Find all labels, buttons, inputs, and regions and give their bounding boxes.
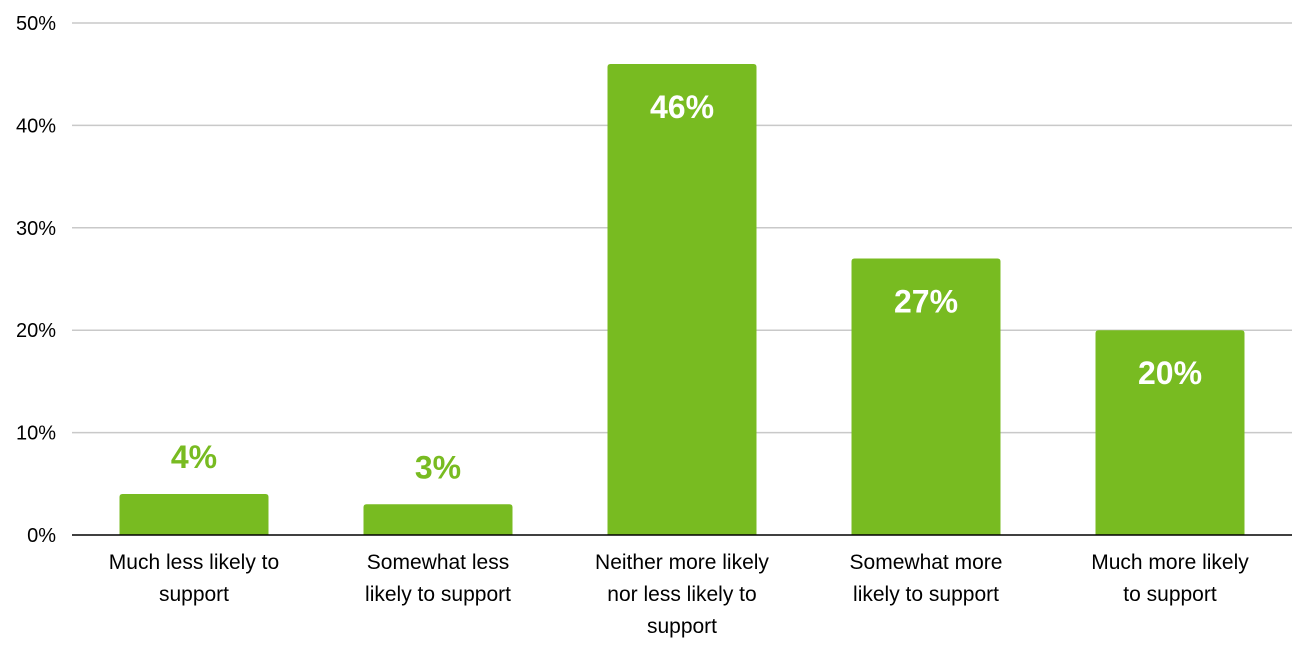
bar	[1095, 330, 1245, 535]
y-axis: 0% 10% 20% 30% 40% 50%	[16, 13, 56, 547]
data-label: 46%	[650, 89, 714, 125]
data-label: 20%	[1138, 355, 1202, 391]
y-tick-label: 10%	[16, 423, 56, 445]
x-tick-label-line: to support	[1123, 583, 1217, 606]
x-tick-label-line: likely to support	[365, 583, 511, 606]
x-tick-label: Neither more likely nor less likely to sup…	[595, 551, 769, 638]
data-label: 3%	[415, 449, 461, 485]
x-tick-label-line: Much less likely to	[109, 551, 279, 574]
bar	[119, 494, 269, 535]
x-axis: Much less likely to support Somewhat less l…	[109, 551, 1249, 638]
data-labels: 4% 3% 46% 27% 20%	[171, 89, 1202, 485]
x-tick-label: Much more likely to support	[1091, 551, 1249, 606]
y-tick-label: 30%	[16, 218, 56, 240]
x-tick-label: Somewhat more likely to support	[850, 551, 1003, 606]
bar	[851, 258, 1001, 535]
data-label: 4%	[171, 439, 217, 475]
x-tick-label-line: likely to support	[853, 583, 999, 606]
x-tick-label: Much less likely to support	[109, 551, 279, 606]
y-tick-label: 40%	[16, 115, 56, 137]
x-tick-label-line: Somewhat less	[367, 551, 509, 574]
bar	[607, 63, 757, 536]
data-label: 27%	[894, 284, 958, 320]
x-tick-label: Somewhat less likely to support	[365, 551, 511, 606]
bars	[119, 63, 1245, 536]
x-tick-label-line: Somewhat more	[850, 551, 1003, 574]
y-tick-label: 0%	[27, 525, 56, 547]
x-tick-label-line: support	[159, 583, 229, 606]
y-tick-label: 50%	[16, 13, 56, 35]
x-tick-label-line: support	[647, 615, 717, 638]
x-tick-label-line: Much more likely	[1091, 551, 1249, 574]
x-tick-label-line: nor less likely to	[607, 583, 756, 606]
x-tick-label-line: Neither more likely	[595, 551, 769, 574]
y-tick-label: 20%	[16, 320, 56, 342]
bar	[363, 504, 513, 535]
